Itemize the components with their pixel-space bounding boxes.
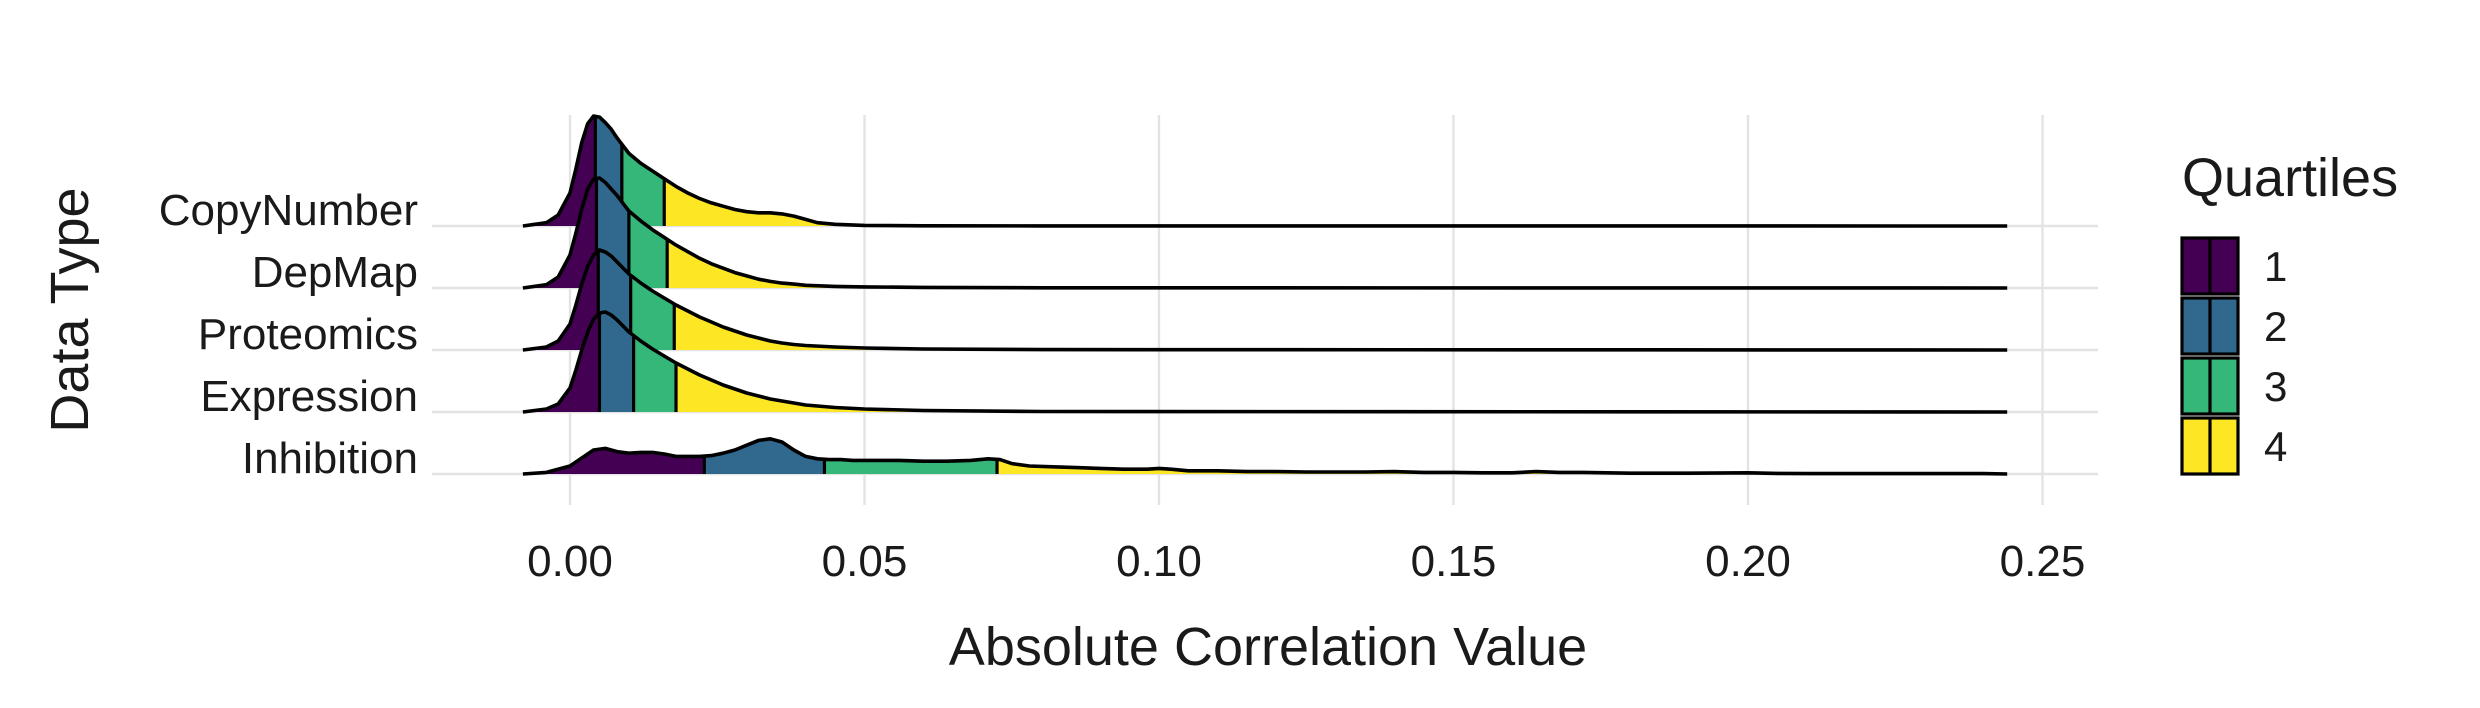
quartile-3-area bbox=[621, 144, 665, 226]
ridge-depmap bbox=[522, 176, 2008, 290]
category-label: Expression bbox=[200, 372, 418, 421]
quartile-4-area bbox=[676, 363, 2008, 412]
x-tick-label: 0.05 bbox=[822, 537, 908, 586]
quartile-4-area bbox=[664, 178, 2008, 226]
quartile-1-area bbox=[522, 178, 597, 288]
x-tick-label: 0.20 bbox=[1705, 537, 1791, 586]
x-axis-title: Absolute Correlation Value bbox=[949, 617, 1587, 677]
x-tick-label: 0.15 bbox=[1411, 537, 1497, 586]
quartile-1-area bbox=[522, 116, 596, 226]
density-outline bbox=[522, 248, 2008, 352]
quartile-3-area bbox=[630, 275, 675, 350]
density-outline bbox=[522, 114, 2008, 228]
legend-label: 1 bbox=[2264, 243, 2287, 290]
quartile-1-area bbox=[522, 313, 600, 412]
category-label: Proteomics bbox=[198, 310, 418, 359]
quartile-4-area bbox=[667, 239, 2008, 288]
density-outline bbox=[522, 310, 2008, 414]
x-tick-label: 0.25 bbox=[2000, 537, 2086, 586]
x-tick-label: 0.00 bbox=[527, 537, 613, 586]
legend-key-1: 1 bbox=[2180, 236, 2287, 296]
legend-label: 3 bbox=[2264, 363, 2287, 410]
category-label: Inhibition bbox=[242, 434, 418, 483]
quartile-1-area bbox=[522, 251, 599, 350]
legend-label: 4 bbox=[2264, 423, 2287, 470]
legend-key-4: 4 bbox=[2180, 416, 2287, 476]
x-tick-label: 0.10 bbox=[1116, 537, 1202, 586]
quartile-3-area bbox=[628, 211, 668, 288]
quartile-2-area bbox=[704, 438, 825, 474]
ridge-copynumber bbox=[522, 114, 2008, 228]
y-axis-title: Data Type bbox=[40, 187, 100, 432]
quartile-3-area bbox=[633, 335, 677, 412]
legend-key-2: 2 bbox=[2180, 296, 2287, 356]
legend: Quartiles 1 2 3 4 bbox=[2180, 148, 2398, 476]
quartile-4-area bbox=[997, 459, 2008, 474]
legend-key-3: 3 bbox=[2180, 356, 2287, 416]
ridge-expression bbox=[522, 310, 2008, 414]
category-label: CopyNumber bbox=[159, 186, 418, 235]
ridge-inhibition bbox=[522, 437, 2008, 476]
density-ridges bbox=[522, 114, 2008, 476]
quartile-4-area bbox=[674, 303, 2008, 350]
density-outline bbox=[522, 437, 2008, 476]
density-outline bbox=[522, 176, 2008, 290]
ridge-proteomics bbox=[522, 248, 2008, 352]
legend-label: 2 bbox=[2264, 303, 2287, 350]
category-label: DepMap bbox=[252, 248, 418, 297]
quartile-2-area bbox=[599, 312, 634, 412]
x-axis-tick-labels: 0.00 0.05 0.10 0.15 0.20 0.25 bbox=[527, 537, 2085, 586]
y-axis-category-labels: CopyNumber DepMap Proteomics Expression Inhi… bbox=[159, 186, 418, 483]
legend-title: Quartiles bbox=[2182, 148, 2398, 208]
